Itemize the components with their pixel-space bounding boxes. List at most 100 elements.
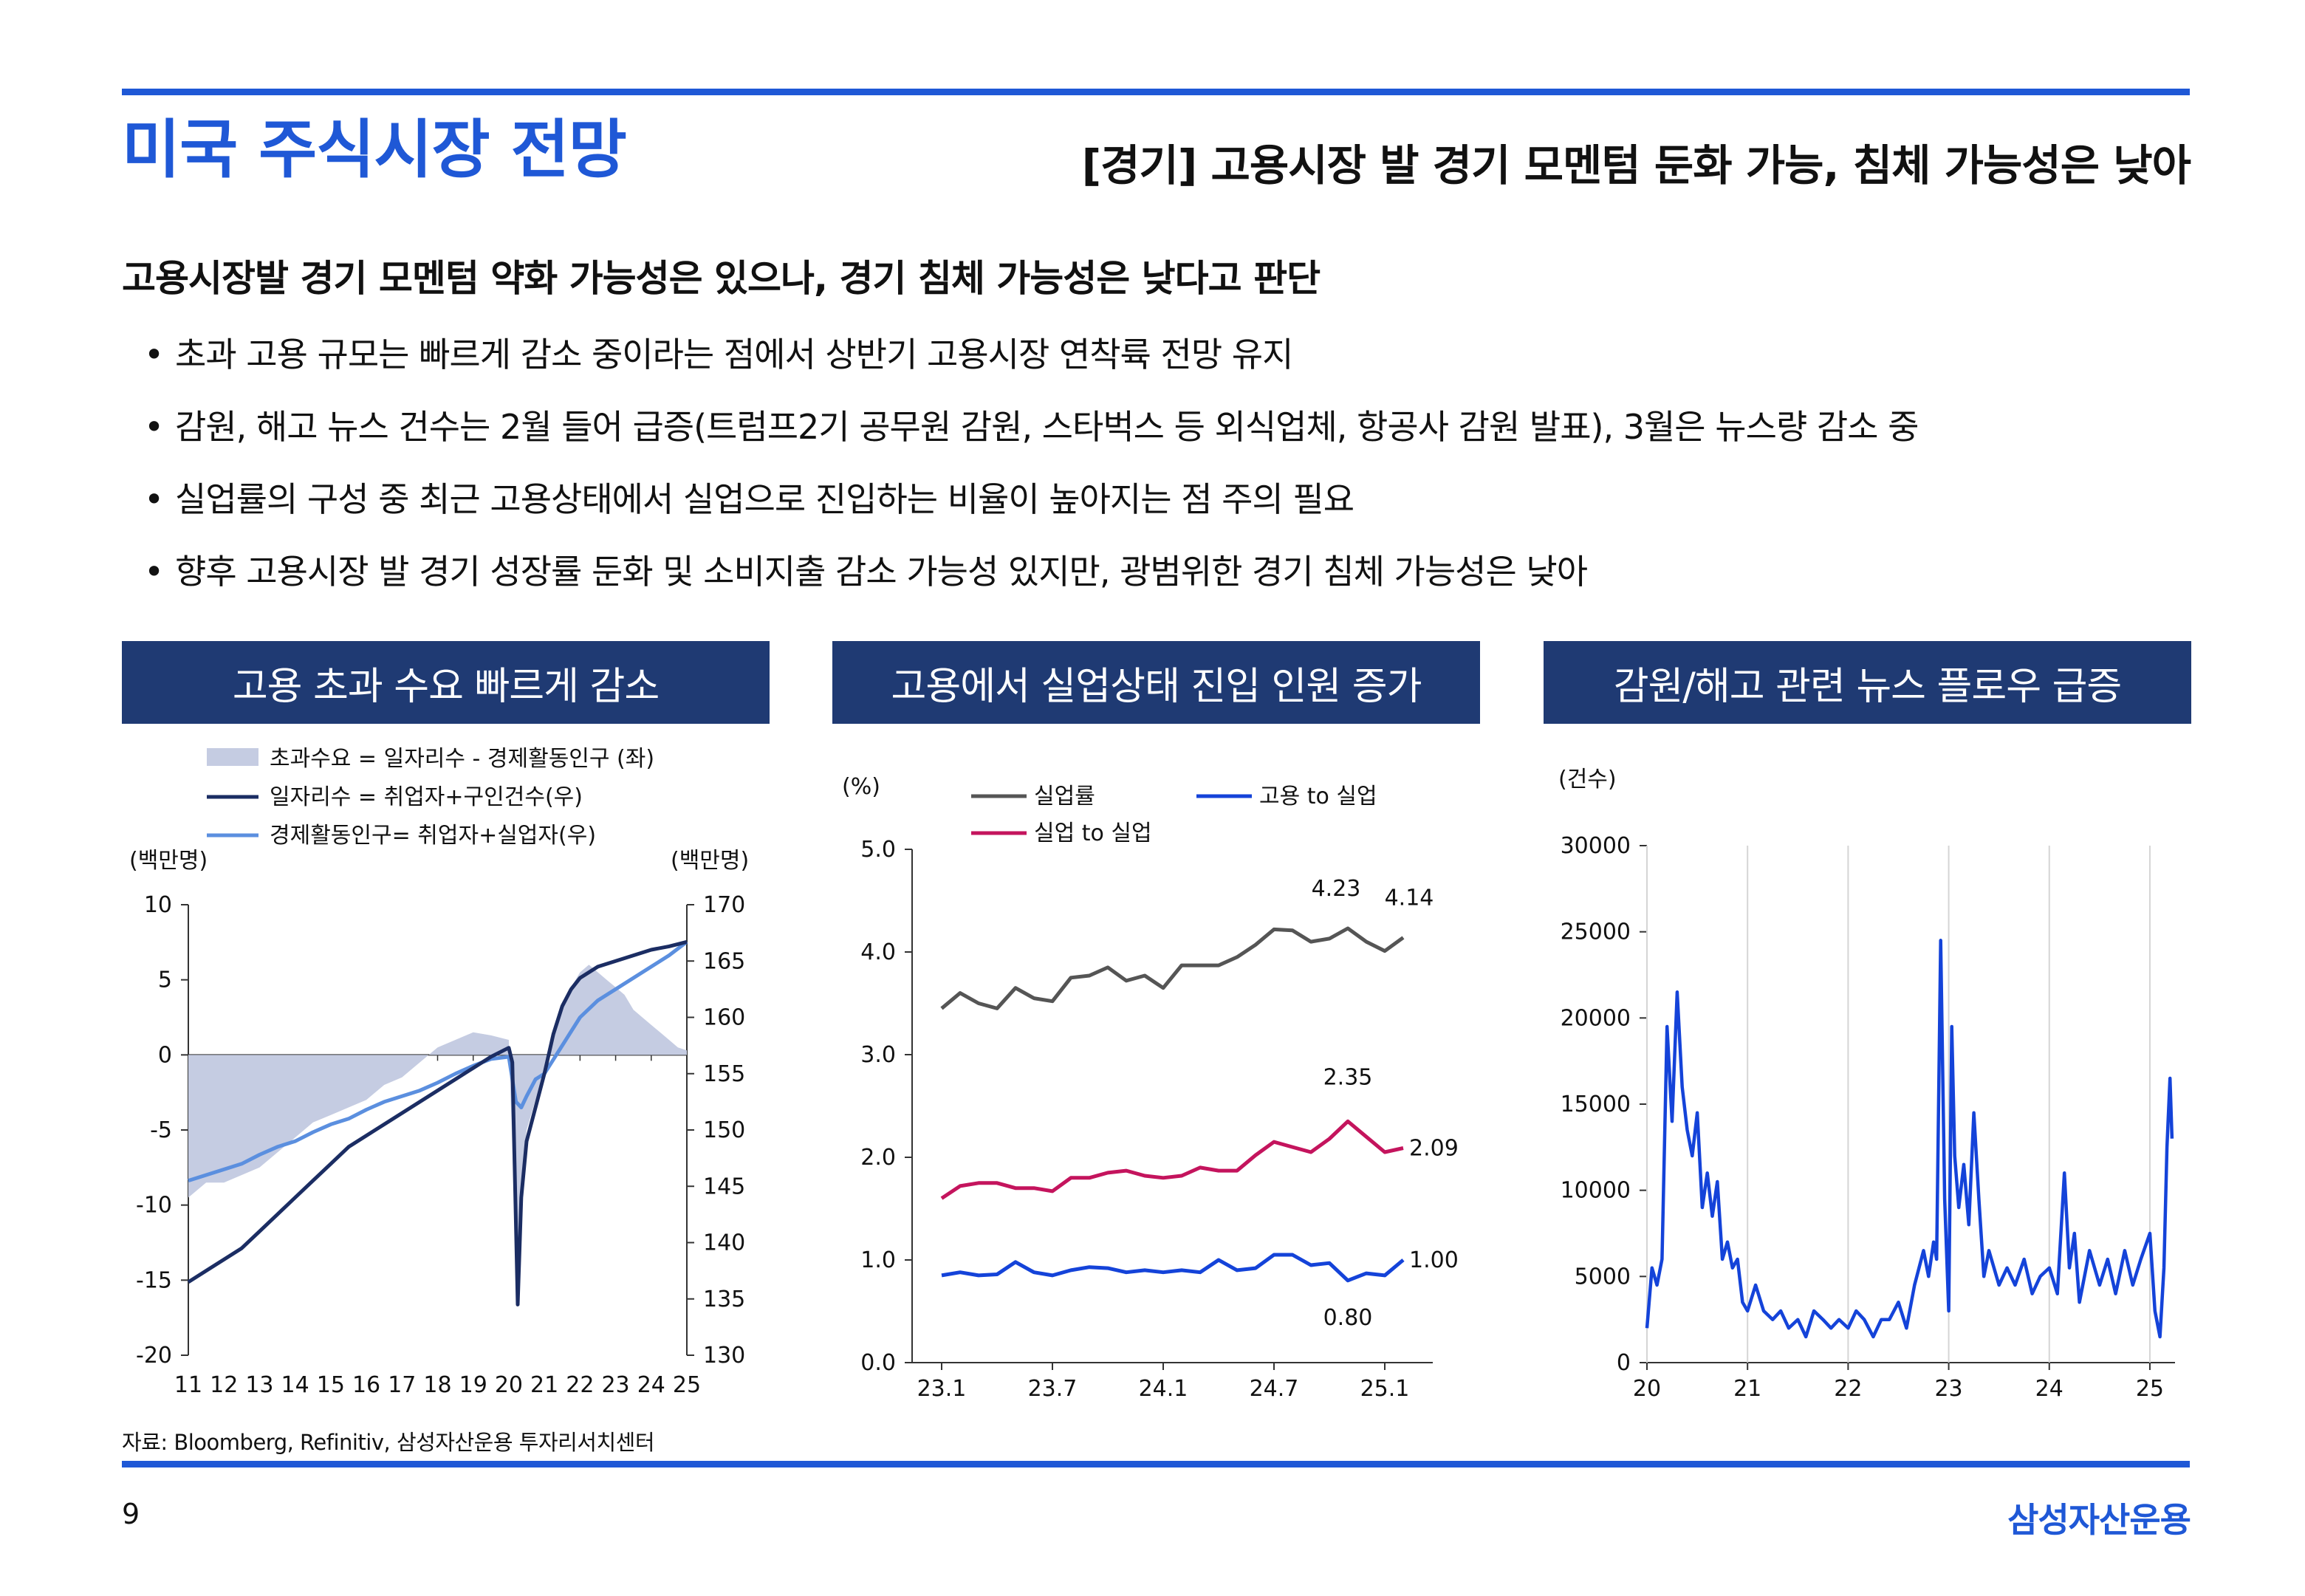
line-unemployment-rate bbox=[940, 926, 1405, 1010]
bottom-rule bbox=[122, 1461, 2190, 1467]
source-note: 자료: Bloomberg, Refinitiv, 삼성자산운용 투자리서치센터 bbox=[122, 1430, 655, 1455]
line-unemployed-to-unemployed bbox=[940, 1119, 1404, 1200]
x-tick-label: 12 bbox=[210, 1372, 238, 1398]
legend-label: 실업 to 실업 bbox=[1034, 821, 1152, 846]
x-tick-label: 24.1 bbox=[1139, 1376, 1188, 1402]
x-tick-label: 23.1 bbox=[917, 1376, 967, 1402]
line-employed-to-unemployed bbox=[941, 1253, 1405, 1283]
x-tick-label: 24 bbox=[637, 1372, 665, 1398]
x-tick-label: 16 bbox=[352, 1372, 380, 1398]
right-tick-label: 155 bbox=[703, 1061, 745, 1087]
x-tick-label: 22 bbox=[566, 1372, 594, 1398]
brand-name: 삼성자산운용 bbox=[2007, 1500, 2191, 1540]
page-title: 미국 주식시장 전망 bbox=[122, 113, 627, 187]
x-tick-label: 21 bbox=[530, 1372, 558, 1398]
right-axis-unit: (백만명) bbox=[671, 848, 749, 874]
bullet-text: 실업률의 구성 중 최근 고용상태에서 실업으로 진입하는 비율이 높아지는 점… bbox=[175, 479, 1354, 519]
right-tick-label: 160 bbox=[703, 1005, 745, 1031]
page-subtitle: [경기] 고용시장 발 경기 모멘텀 둔화 가능, 침체 가능성은 낮아 bbox=[1081, 140, 2191, 191]
bullet-item: • 초과 고용 규모는 빠르게 감소 중이라는 점에서 상반기 고용시장 연착륙 … bbox=[144, 332, 1918, 405]
x-tick-label: 24.7 bbox=[1250, 1376, 1299, 1402]
bullet-marker: • bbox=[144, 479, 164, 519]
data-label: 4.23 bbox=[1312, 876, 1361, 902]
x-tick-label: 24 bbox=[2035, 1376, 2063, 1402]
x-tick-label: 23 bbox=[601, 1372, 629, 1398]
legend-label: 일자리수 = 취업자+구인건수(우) bbox=[270, 784, 583, 810]
right-tick-label: 130 bbox=[703, 1343, 745, 1369]
page-number: 9 bbox=[122, 1498, 140, 1530]
x-tick-label: 11 bbox=[174, 1372, 202, 1398]
x-tick-label: 19 bbox=[459, 1372, 487, 1398]
right-tick-label: 150 bbox=[703, 1117, 745, 1143]
legend-label: 고용 to 실업 bbox=[1259, 784, 1377, 809]
x-tick-label: 23.7 bbox=[1028, 1376, 1078, 1402]
left-tick-label: 10 bbox=[144, 892, 172, 918]
area-excess-demand bbox=[188, 965, 687, 1295]
left-axis-unit: (백만명) bbox=[129, 848, 208, 874]
y-tick-label: 30000 bbox=[1561, 833, 1631, 859]
y-tick-label: 4.0 bbox=[860, 939, 896, 965]
y-tick-label: 20000 bbox=[1561, 1005, 1631, 1031]
y-tick-label: 5.0 bbox=[860, 837, 896, 863]
left-tick-label: -10 bbox=[136, 1193, 172, 1219]
left-tick-label: 5 bbox=[158, 967, 172, 993]
y-tick-label: 2.0 bbox=[860, 1145, 896, 1171]
x-tick-label: 20 bbox=[495, 1372, 523, 1398]
x-tick-label: 25.1 bbox=[1360, 1376, 1410, 1402]
y-tick-label: 0 bbox=[1617, 1350, 1631, 1376]
legend-label: 실업률 bbox=[1034, 784, 1095, 809]
bullet-text: 초과 고용 규모는 빠르게 감소 중이라는 점에서 상반기 고용시장 연착륙 전… bbox=[175, 335, 1293, 374]
bullet-item: • 실업률의 구성 중 최근 고용상태에서 실업으로 진입하는 비율이 높아지는 … bbox=[144, 477, 1918, 549]
legend-swatch-excess-demand bbox=[207, 748, 258, 766]
y-tick-label: 10000 bbox=[1561, 1178, 1631, 1204]
bullet-item: • 감원, 해고 뉴스 건수는 2월 들어 급증(트럼프2기 공무원 감원, 스타… bbox=[144, 405, 1919, 477]
data-label: 2.35 bbox=[1323, 1064, 1373, 1090]
x-tick-label: 18 bbox=[423, 1372, 451, 1398]
x-tick-label: 17 bbox=[388, 1372, 416, 1398]
y-tick-label: 5000 bbox=[1575, 1264, 1631, 1290]
line-job-count bbox=[187, 939, 688, 1306]
bullet-marker: • bbox=[144, 335, 164, 374]
bullet-item: • 향후 고용시장 발 경기 성장률 둔화 및 소비지출 감소 가능성 있지만, … bbox=[144, 549, 1918, 622]
x-tick-label: 23 bbox=[1934, 1376, 1962, 1402]
y-axis-unit: (%) bbox=[842, 774, 880, 800]
chart-excess-demand: 초과수요 = 일자리수 - 경제활동인구 (좌) 일자리수 = 취업자+구인건수(… bbox=[129, 746, 749, 1398]
legend-label: 초과수요 = 일자리수 - 경제활동인구 (좌) bbox=[270, 746, 654, 772]
right-tick-label: 135 bbox=[703, 1287, 745, 1312]
y-axis-unit: (건수) bbox=[1558, 767, 1617, 792]
data-label: 1.00 bbox=[1409, 1247, 1459, 1273]
right-tick-label: 140 bbox=[703, 1230, 745, 1256]
panel-header-layoff-news: 감원/해고 관련 뉴스 플로우 급증 bbox=[1544, 641, 2191, 724]
data-label: 4.14 bbox=[1385, 886, 1434, 911]
x-tick-label: 22 bbox=[1834, 1376, 1862, 1402]
right-tick-label: 145 bbox=[703, 1174, 745, 1199]
left-tick-label: -20 bbox=[136, 1343, 172, 1369]
chart-layoff-news: (건수) 30000 25000 20000 15000 10000 5000 020 21 22… bbox=[1558, 767, 2175, 1402]
y-tick-label: 15000 bbox=[1561, 1092, 1631, 1117]
x-tick-label: 15 bbox=[317, 1372, 345, 1398]
data-label: 0.80 bbox=[1323, 1305, 1373, 1331]
bullet-marker: • bbox=[144, 552, 164, 592]
panel-header-unemployment-entry: 고용에서 실업상태 진입 인원 증가 bbox=[832, 641, 1480, 724]
x-tick-label: 14 bbox=[281, 1372, 309, 1398]
left-tick-label: 0 bbox=[158, 1042, 172, 1068]
panel-header-excess-demand: 고용 초과 수요 빠르게 감소 bbox=[122, 641, 770, 724]
bullet-text: 감원, 해고 뉴스 건수는 2월 들어 급증(트럼프2기 공무원 감원, 스타벅… bbox=[175, 407, 1919, 447]
bullet-text: 향후 고용시장 발 경기 성장률 둔화 및 소비지출 감소 가능성 있지만, 광… bbox=[175, 552, 1588, 592]
y-tick-label: 0.0 bbox=[860, 1350, 896, 1376]
y-tick-label: 3.0 bbox=[860, 1042, 896, 1068]
x-tick-label: 21 bbox=[1733, 1376, 1761, 1402]
x-tick-label: 25 bbox=[673, 1372, 701, 1398]
x-tick-label: 20 bbox=[1633, 1376, 1661, 1402]
left-tick-label: -5 bbox=[150, 1117, 172, 1143]
line-layoff-news-count bbox=[1645, 939, 2174, 1339]
x-tick-label: 25 bbox=[2136, 1376, 2164, 1402]
bullet-marker: • bbox=[144, 407, 164, 447]
top-rule bbox=[122, 89, 2190, 95]
data-label: 2.09 bbox=[1409, 1135, 1459, 1161]
bullet-list: • 초과 고용 규모는 빠르게 감소 중이라는 점에서 상반기 고용시장 연착륙 … bbox=[144, 332, 1919, 622]
right-tick-label: 165 bbox=[703, 948, 745, 974]
lead-statement: 고용시장발 경기 모멘텀 약화 가능성은 있으나, 경기 침체 가능성은 낮다고… bbox=[122, 257, 1321, 300]
legend-label: 경제활동인구= 취업자+실업자(우) bbox=[270, 823, 596, 849]
